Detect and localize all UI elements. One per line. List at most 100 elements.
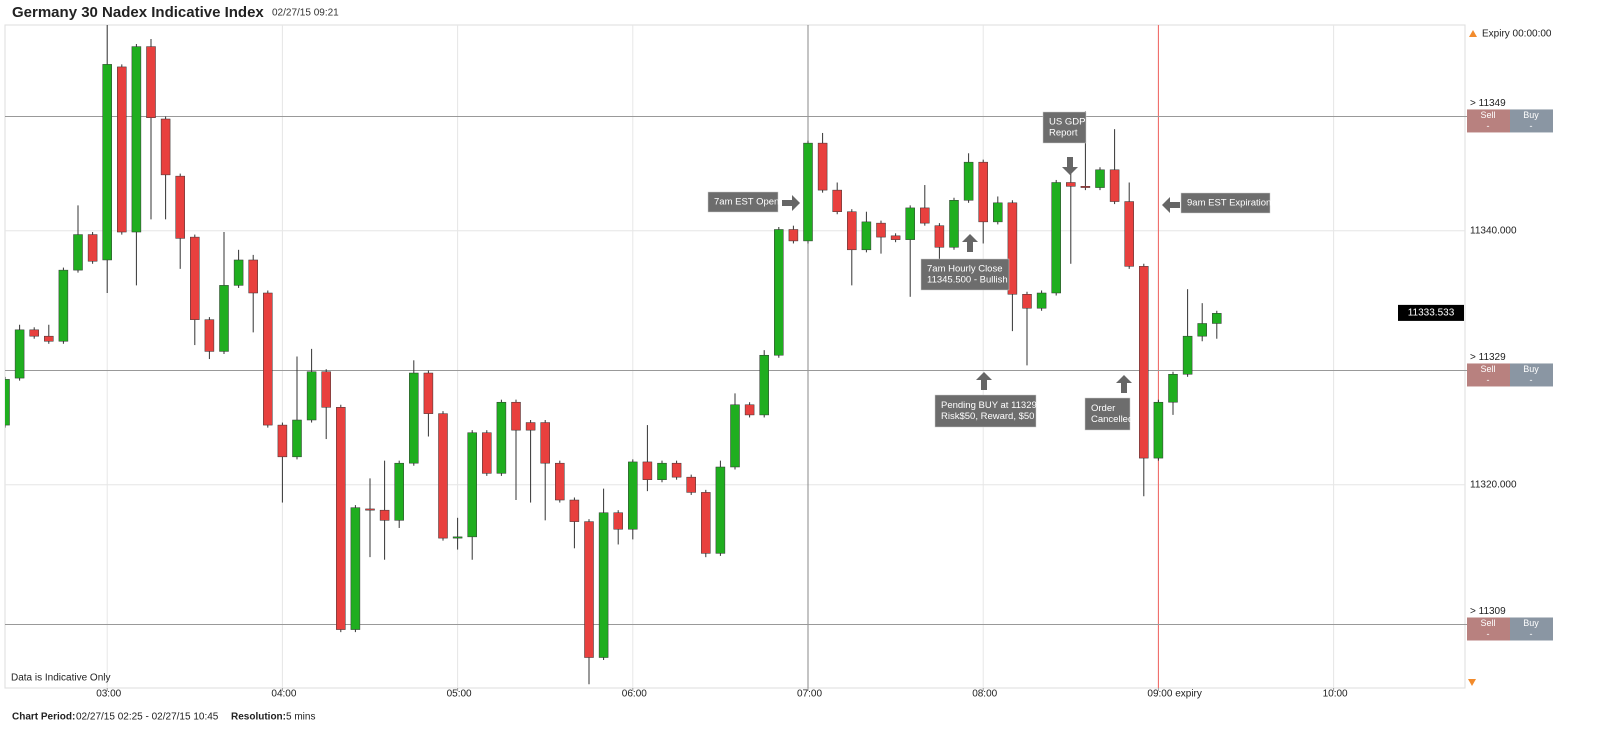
period: 02/27/15 02:25 - 02/27/15 10:45: [76, 712, 219, 723]
candle-body: [1153, 401, 1164, 459]
candle-body: [803, 142, 813, 242]
candle-body: [452, 536, 463, 539]
candle-body: [949, 200, 959, 248]
candle-body: [1051, 182, 1061, 294]
annotation-text: Risk$50, Reward, $50: [941, 411, 1034, 422]
candle-body: [1080, 186, 1091, 188]
sell-price[interactable]: -: [1487, 629, 1490, 639]
buy-price[interactable]: -: [1530, 375, 1533, 385]
buy[interactable]: Buy: [1523, 618, 1539, 628]
buy-price[interactable]: -: [1530, 121, 1533, 131]
candles: [5, 25, 1222, 685]
annotation-text: US GDP: [1049, 117, 1085, 128]
candle-body: [306, 371, 317, 421]
candle-body: [584, 521, 594, 658]
annotation-text: 7am EST Open: [714, 197, 779, 208]
candle-body: [1182, 335, 1193, 375]
candle-body: [730, 404, 740, 468]
last-price-box: [1398, 304, 1464, 321]
sell[interactable]: Sell: [1480, 364, 1495, 374]
candle-body: [1212, 313, 1222, 324]
candle-body: [292, 419, 302, 458]
annotation-text: Pending BUY at 11329: [941, 400, 1037, 411]
candle-body: [160, 118, 171, 176]
annotation-arrow: [962, 234, 978, 252]
plot-frame: [4, 24, 1466, 689]
candle-body: [190, 236, 200, 320]
candle-body: [934, 225, 945, 248]
candle-body: [1168, 374, 1178, 403]
sell-price[interactable]: -: [1487, 121, 1490, 131]
candle-body: [58, 269, 69, 342]
scroll-down-icon: [1468, 679, 1476, 686]
candle-body: [963, 161, 974, 201]
annotation-box: [1084, 397, 1131, 431]
x-tick-label: 08:00: [972, 689, 997, 700]
annotation-arrow: [976, 372, 992, 390]
candle-body: [890, 235, 901, 240]
candle-body: [379, 509, 390, 521]
candle-body: [248, 259, 258, 294]
buy-button: [1510, 363, 1553, 387]
buy-button: [1510, 617, 1553, 641]
annotation-box: [920, 258, 1010, 291]
candle-body: [29, 329, 39, 337]
annotation-arrow: [1116, 375, 1132, 393]
expiry-label: Expiry 00:00:00: [1482, 29, 1552, 40]
annotation-box: [1042, 111, 1087, 144]
candle-body: [1124, 201, 1134, 267]
candle-body: [219, 285, 229, 352]
candle-body: [73, 234, 83, 271]
chart-title: Germany 30 Nadex Indicative Index: [12, 4, 264, 21]
buy-button: [1510, 109, 1553, 133]
candle-body: [847, 211, 857, 251]
note: Data is Indicative Only: [11, 673, 111, 684]
buy[interactable]: Buy: [1523, 110, 1539, 120]
sell[interactable]: Sell: [1480, 618, 1495, 628]
sell-button: [1467, 617, 1510, 641]
buy-price[interactable]: -: [1530, 629, 1533, 639]
x-tick-label: 06:00: [622, 689, 647, 700]
annotation-text: 9am EST Expiration: [1187, 198, 1271, 209]
candle-body: [642, 461, 653, 480]
candle-body: [978, 161, 988, 223]
candle-body: [102, 64, 112, 261]
candle-body: [146, 46, 156, 118]
annotation-arrow: [782, 195, 800, 211]
candle-body: [204, 319, 215, 352]
resolution: 5 mins: [286, 712, 315, 723]
candle-body: [131, 46, 142, 233]
period-label: Chart Period:: [12, 712, 75, 723]
candle-body: [832, 189, 842, 212]
candle-body: [555, 462, 565, 501]
candle-body: [598, 512, 609, 658]
candle-body: [715, 466, 726, 554]
strike-label: > 11309: [1470, 606, 1506, 617]
candle-body: [540, 422, 550, 464]
candle-body: [394, 462, 404, 521]
candle-body: [321, 371, 331, 408]
buy[interactable]: Buy: [1523, 364, 1539, 374]
sell[interactable]: Sell: [1480, 110, 1495, 120]
candle-body: [817, 142, 828, 191]
x-tick-label: 07:00: [797, 689, 822, 700]
annotation-text: 11345.500 - Bullish: [927, 275, 1008, 286]
x-tick-label: 09:00 expiry: [1147, 689, 1201, 700]
candle-body: [774, 229, 784, 356]
candle-body: [482, 432, 492, 474]
candle-body: [365, 508, 375, 511]
candle-body: [701, 492, 711, 554]
candle-body: [788, 229, 799, 242]
candle-body: [14, 329, 25, 379]
annotation-arrow: [1062, 157, 1078, 175]
candle-body: [1036, 292, 1047, 309]
x-tick-label: 04:00: [271, 689, 296, 700]
candle-body: [5, 379, 10, 426]
candle-body: [1109, 169, 1120, 202]
sell-price[interactable]: -: [1487, 375, 1490, 385]
annotation-box: [1180, 192, 1271, 214]
candle-body: [350, 507, 361, 630]
